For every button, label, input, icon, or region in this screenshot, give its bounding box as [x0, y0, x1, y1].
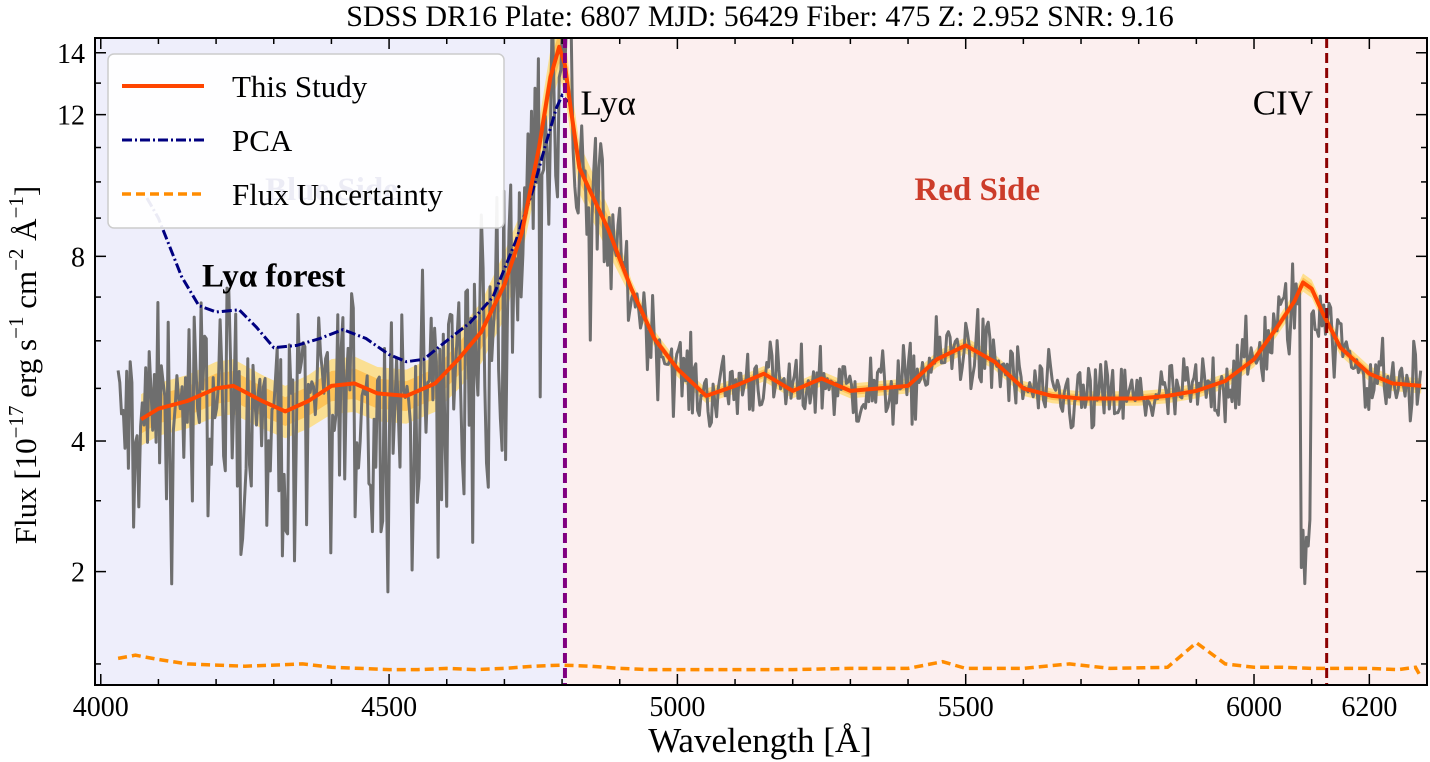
- band-inner: [141, 38, 1422, 434]
- line-label-0: Lyα: [581, 84, 636, 123]
- observed-spectrum: [116, 38, 1423, 594]
- plot-frame: [94, 37, 1428, 686]
- y-tick-label: 14: [57, 39, 85, 70]
- series-pca: [145, 92, 569, 364]
- x-tick-label: 4500: [361, 692, 417, 723]
- axes: 4000 4500 5000 5500 6000 6200 2 4 8 12 14: [57, 37, 1428, 723]
- x-tick-label: 5000: [649, 692, 705, 723]
- legend: This Study PCA Flux Uncertainty: [107, 53, 505, 229]
- x-axis-label: Wavelength [Å]: [648, 721, 872, 760]
- region-label-1: Red Side: [914, 172, 1040, 208]
- x-tick-label: 4000: [73, 692, 129, 723]
- y-tick-label: 4: [71, 427, 85, 458]
- x-tick-label: 6200: [1341, 692, 1397, 723]
- legend-label-2: Flux Uncertainty: [232, 177, 443, 212]
- y-tick-label: 2: [71, 558, 85, 589]
- series-flux-uncertainty: [117, 640, 1423, 679]
- emission-line-markers: [562, 38, 1329, 685]
- y-tick-label: 12: [57, 101, 85, 132]
- y-axis-label: Flux [10−17 erg s−1 cm−2 Å−1]: [4, 186, 43, 545]
- legend-label-1: PCA: [232, 123, 293, 158]
- y-tick-label: 8: [71, 242, 85, 273]
- legend-label-0: This Study: [232, 69, 368, 104]
- x-tick-label: 5500: [938, 692, 994, 723]
- series-this-study: [140, 44, 1422, 422]
- annotation-0: Lyα forest: [202, 259, 345, 295]
- legend-box: [107, 53, 505, 229]
- chart-title: SDSS DR16 Plate: 6807 MJD: 56429 Fiber: …: [346, 0, 1174, 33]
- spectrum-line: [116, 38, 1423, 594]
- x-tick-label: 6000: [1226, 692, 1282, 723]
- series-layer: [117, 44, 1423, 679]
- line-label-1: CIV: [1253, 84, 1313, 123]
